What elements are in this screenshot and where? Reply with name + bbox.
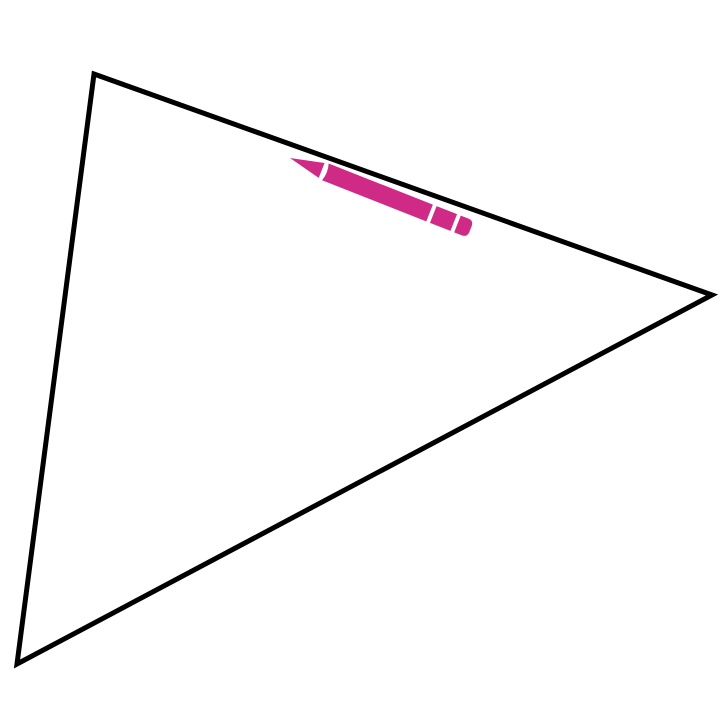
pencil-icon (290, 158, 473, 236)
triangle-outline (13, 70, 719, 669)
